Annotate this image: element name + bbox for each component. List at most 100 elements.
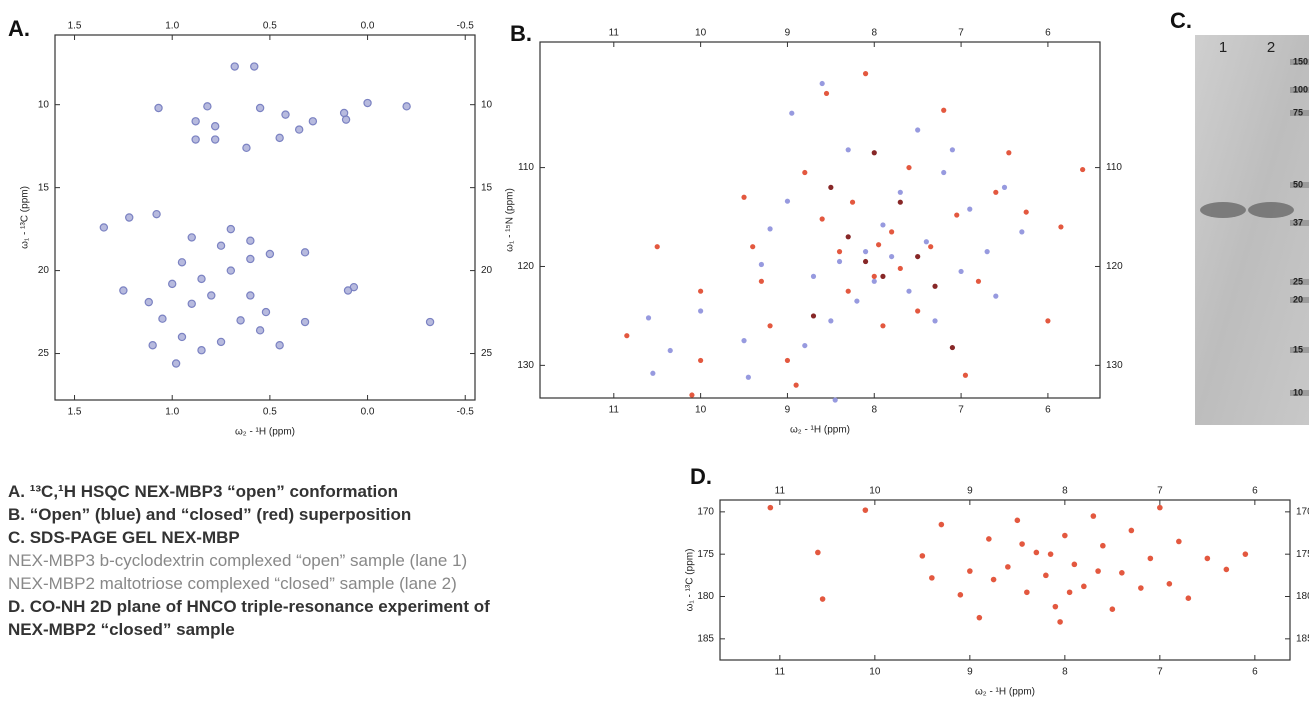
peak (1043, 572, 1049, 579)
y-tick-label: 170 (697, 506, 714, 517)
peak (154, 103, 163, 113)
x-tick-label: 7 (958, 405, 964, 416)
peak (1138, 585, 1144, 591)
peak (984, 249, 990, 255)
peak (1024, 589, 1030, 596)
peak (308, 117, 318, 126)
peak (993, 293, 999, 299)
peak (1090, 513, 1097, 519)
peak (246, 236, 255, 245)
peak (810, 273, 817, 279)
peak (962, 372, 969, 378)
peak (1001, 184, 1008, 190)
peak (1166, 581, 1173, 587)
peak (986, 536, 992, 542)
peak (932, 283, 938, 289)
peak (187, 233, 196, 242)
marker-band (1290, 87, 1309, 93)
y-axis-label: ω₁ - ¹³C (ppm) (20, 186, 31, 249)
peak (919, 553, 926, 559)
peak (158, 314, 167, 323)
peak (845, 288, 851, 294)
peak (187, 299, 196, 308)
peak (144, 297, 153, 307)
peak (191, 135, 200, 144)
x-tick-label-top: 11 (609, 28, 620, 39)
marker-label: 100 (1293, 84, 1308, 94)
peak (1223, 566, 1230, 573)
peak (275, 133, 284, 143)
x-axis-label: ω₂ - ¹H (ppm) (790, 425, 850, 436)
peak (1176, 538, 1182, 545)
peak (1109, 606, 1116, 613)
peak (819, 596, 826, 602)
peak (976, 614, 983, 621)
peak (246, 254, 255, 264)
peak (1023, 209, 1029, 215)
peak (741, 194, 747, 200)
y-tick-label-right: 110 (1106, 162, 1122, 173)
peak (191, 117, 200, 126)
marker-band (1290, 59, 1309, 65)
x-tick-label: 7 (1157, 667, 1163, 678)
lane-label: 2 (1267, 39, 1275, 56)
peak (967, 206, 973, 212)
x-tick-label: 11 (775, 667, 786, 678)
peak (767, 226, 773, 232)
y-tick-label: 10 (38, 99, 50, 110)
peak (1006, 150, 1012, 156)
x-axis-label: ω₂ - ¹H (ppm) (975, 687, 1035, 698)
x-tick-label-top: -0.5 (457, 21, 475, 32)
peak (1014, 517, 1021, 524)
x-tick-label: -0.5 (457, 407, 475, 418)
peak (758, 261, 764, 268)
peak (941, 107, 947, 113)
peak (929, 575, 935, 581)
peak (815, 549, 821, 556)
peak (645, 315, 652, 321)
peak (1080, 166, 1086, 173)
peak (906, 164, 912, 171)
y-tick-label-right: 120 (1106, 261, 1123, 272)
x-tick-label: 6 (1252, 667, 1258, 678)
peak (1047, 551, 1054, 557)
x-tick-label-top: 1.0 (165, 21, 179, 32)
peak (889, 253, 895, 260)
y-tick-label: 185 (697, 633, 714, 644)
marker-label: 150 (1293, 56, 1308, 66)
peak (1095, 568, 1101, 574)
peak (1185, 595, 1192, 602)
peak (1066, 589, 1073, 596)
peak (993, 189, 999, 195)
peak (862, 71, 869, 77)
x-tick-label-top: 6 (1252, 486, 1258, 497)
y-tick-label-right: 175 (1296, 549, 1309, 560)
plot-frame (719, 499, 1291, 661)
peak (255, 103, 265, 113)
caption-line: B. “Open” (blue) and “closed” (red) supe… (8, 505, 412, 524)
y-tick-label-right: 15 (481, 182, 493, 193)
marker-band (1290, 297, 1309, 303)
x-tick-label: 9 (785, 405, 791, 416)
peak (823, 90, 830, 97)
peak (125, 213, 134, 222)
peak (425, 317, 435, 327)
peak (828, 318, 834, 324)
marker-label: 10 (1293, 387, 1303, 397)
peak (845, 234, 851, 240)
peak (171, 359, 181, 368)
peak (941, 169, 947, 176)
caption-line: NEX-MBP2 “closed” sample (8, 620, 235, 639)
caption-line: A. ¹³C,¹H HSQC NEX-MBP3 “open” conformat… (8, 482, 399, 501)
x-tick-label-top: 10 (695, 28, 707, 39)
x-tick-label-top: 0.5 (263, 21, 277, 32)
panel-label: B. (510, 21, 532, 46)
marker-label: 25 (1293, 276, 1303, 286)
peak (1242, 551, 1249, 557)
y-tick-label: 180 (697, 591, 714, 602)
y-tick-label-right: 25 (481, 348, 493, 359)
peak (862, 507, 869, 513)
peak (793, 382, 799, 388)
peak (889, 229, 895, 235)
y-tick-label-right: 180 (1296, 591, 1309, 602)
